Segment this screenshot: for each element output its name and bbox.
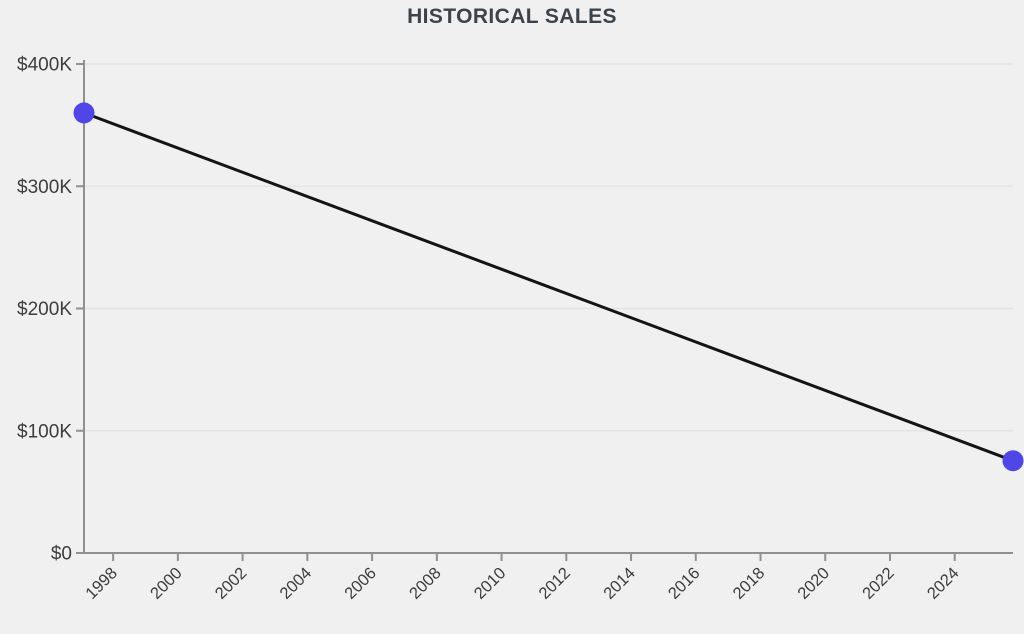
x-tick-label: 2010: [471, 564, 510, 603]
x-tick-label: 2016: [665, 564, 704, 603]
data-point[interactable]: [73, 102, 95, 124]
y-tick-label: $300K: [17, 177, 72, 198]
sales-line: [83, 111, 1014, 463]
x-tick-label: 2000: [147, 564, 186, 603]
x-tick-label: 2024: [924, 564, 963, 603]
y-tick-label: $400K: [17, 55, 72, 76]
x-tick-label: 2020: [794, 564, 833, 603]
x-tick-label: 2008: [406, 564, 445, 603]
x-tick-label: 2006: [341, 564, 380, 603]
data-point[interactable]: [1002, 450, 1024, 472]
chart-title: HISTORICAL SALES: [407, 5, 617, 28]
y-tick-label: $0: [51, 544, 72, 565]
y-tick-label: $200K: [17, 299, 72, 320]
y-tick-label: $100K: [17, 421, 72, 442]
x-tick-label: 2002: [212, 564, 251, 603]
x-tick-label: 2004: [276, 564, 315, 603]
x-tick-label: 2018: [730, 564, 769, 603]
x-tick-label: 2014: [600, 564, 639, 603]
x-tick-label: 2022: [859, 564, 898, 603]
x-tick-label: 1998: [82, 564, 121, 603]
x-tick-label: 2012: [535, 564, 574, 603]
